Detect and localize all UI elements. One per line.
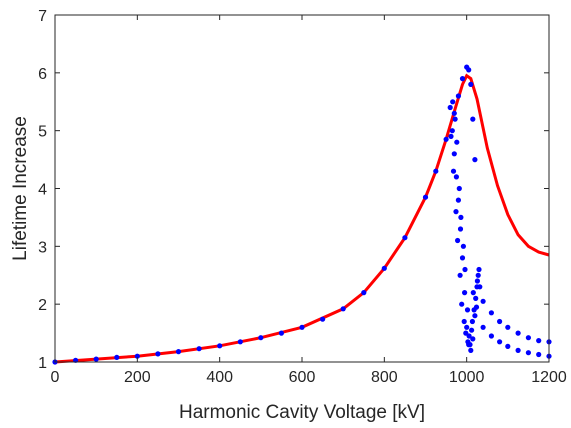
x-tick-label: 400 xyxy=(206,369,233,386)
data-point xyxy=(462,266,468,273)
data-point xyxy=(480,298,486,304)
data-point xyxy=(447,104,453,111)
data-point xyxy=(453,209,459,215)
data-point xyxy=(134,353,140,359)
y-axis-label: Lifetime Increase xyxy=(10,116,31,261)
data-point xyxy=(460,243,466,249)
y-tick-label: 1 xyxy=(38,355,47,372)
y-tick-label: 5 xyxy=(38,124,47,141)
data-point xyxy=(505,343,511,349)
y-tick-label: 2 xyxy=(38,297,47,314)
data-point xyxy=(175,349,182,355)
data-point xyxy=(474,278,480,284)
data-point xyxy=(278,330,284,336)
data-point xyxy=(476,266,482,273)
data-point xyxy=(505,324,511,330)
data-point xyxy=(467,342,473,348)
x-axis-label: Harmonic Cavity Voltage [kV] xyxy=(179,402,425,423)
data-point xyxy=(320,316,326,322)
data-point xyxy=(497,318,503,325)
data-point xyxy=(468,347,474,353)
data-point xyxy=(457,272,463,278)
data-point xyxy=(536,338,542,344)
data-point xyxy=(448,133,454,139)
x-tick-label: 200 xyxy=(124,369,151,386)
data-point xyxy=(472,313,478,319)
data-point xyxy=(477,284,483,290)
data-point xyxy=(515,330,521,336)
x-tick-label: 1200 xyxy=(531,369,567,386)
data-point xyxy=(422,194,429,200)
data-point xyxy=(473,295,479,301)
data-point xyxy=(455,197,461,203)
data-point xyxy=(454,139,460,145)
data-point xyxy=(488,310,494,316)
series-line-red xyxy=(54,73,550,364)
data-point xyxy=(196,346,202,352)
y-tick-label: 3 xyxy=(38,239,47,256)
data-point xyxy=(458,214,464,220)
data-point xyxy=(464,307,471,313)
data-point xyxy=(258,335,264,341)
data-point xyxy=(451,110,457,116)
data-point xyxy=(340,306,346,312)
data-point xyxy=(461,318,467,325)
data-point xyxy=(450,99,456,105)
data-point xyxy=(455,93,461,99)
data-point xyxy=(470,116,476,122)
data-point xyxy=(155,351,161,357)
y-tick-label: 4 xyxy=(38,182,47,199)
data-point xyxy=(451,151,457,157)
series-layer xyxy=(52,64,552,365)
data-point xyxy=(466,333,472,339)
y-tick-label: 6 xyxy=(38,66,47,83)
data-point xyxy=(114,354,120,360)
data-point xyxy=(453,174,459,180)
data-point xyxy=(468,81,474,87)
data-point xyxy=(456,185,462,192)
data-point xyxy=(525,335,532,341)
data-point xyxy=(470,336,476,342)
data-point xyxy=(515,347,521,353)
data-point xyxy=(536,351,542,358)
x-tick-label: 800 xyxy=(371,369,398,386)
data-point xyxy=(217,343,223,349)
data-point xyxy=(433,168,439,174)
data-point xyxy=(299,324,305,330)
data-point xyxy=(93,356,99,362)
data-point xyxy=(459,76,466,82)
data-point xyxy=(457,226,464,232)
data-point xyxy=(455,237,461,244)
data-point xyxy=(473,304,480,310)
data-point xyxy=(469,318,475,325)
data-point xyxy=(402,235,408,241)
data-point xyxy=(459,255,466,261)
x-tick-label: 1000 xyxy=(449,369,485,386)
data-point xyxy=(466,67,472,73)
data-point xyxy=(525,350,532,356)
data-point xyxy=(450,168,457,174)
data-point xyxy=(361,290,367,296)
data-point xyxy=(464,324,470,330)
data-point xyxy=(469,327,475,333)
data-point xyxy=(470,290,476,296)
x-tick-label: 600 xyxy=(289,369,316,386)
data-point xyxy=(459,301,465,307)
data-point xyxy=(480,324,486,330)
data-point xyxy=(497,339,503,345)
data-point xyxy=(381,265,387,271)
data-point xyxy=(237,339,243,345)
data-point xyxy=(462,290,468,296)
plot-area xyxy=(55,15,549,362)
x-tick-label: 0 xyxy=(51,369,60,386)
data-point xyxy=(488,333,494,339)
y-tick-label: 7 xyxy=(38,8,47,25)
data-point xyxy=(449,128,455,134)
data-point xyxy=(472,157,478,163)
data-point xyxy=(452,116,458,122)
data-point xyxy=(475,272,481,278)
axes-layer: 0 200 400 600 800 1000 1200 1 2 3 4 5 6 7 xyxy=(38,8,567,386)
data-point xyxy=(443,136,449,142)
